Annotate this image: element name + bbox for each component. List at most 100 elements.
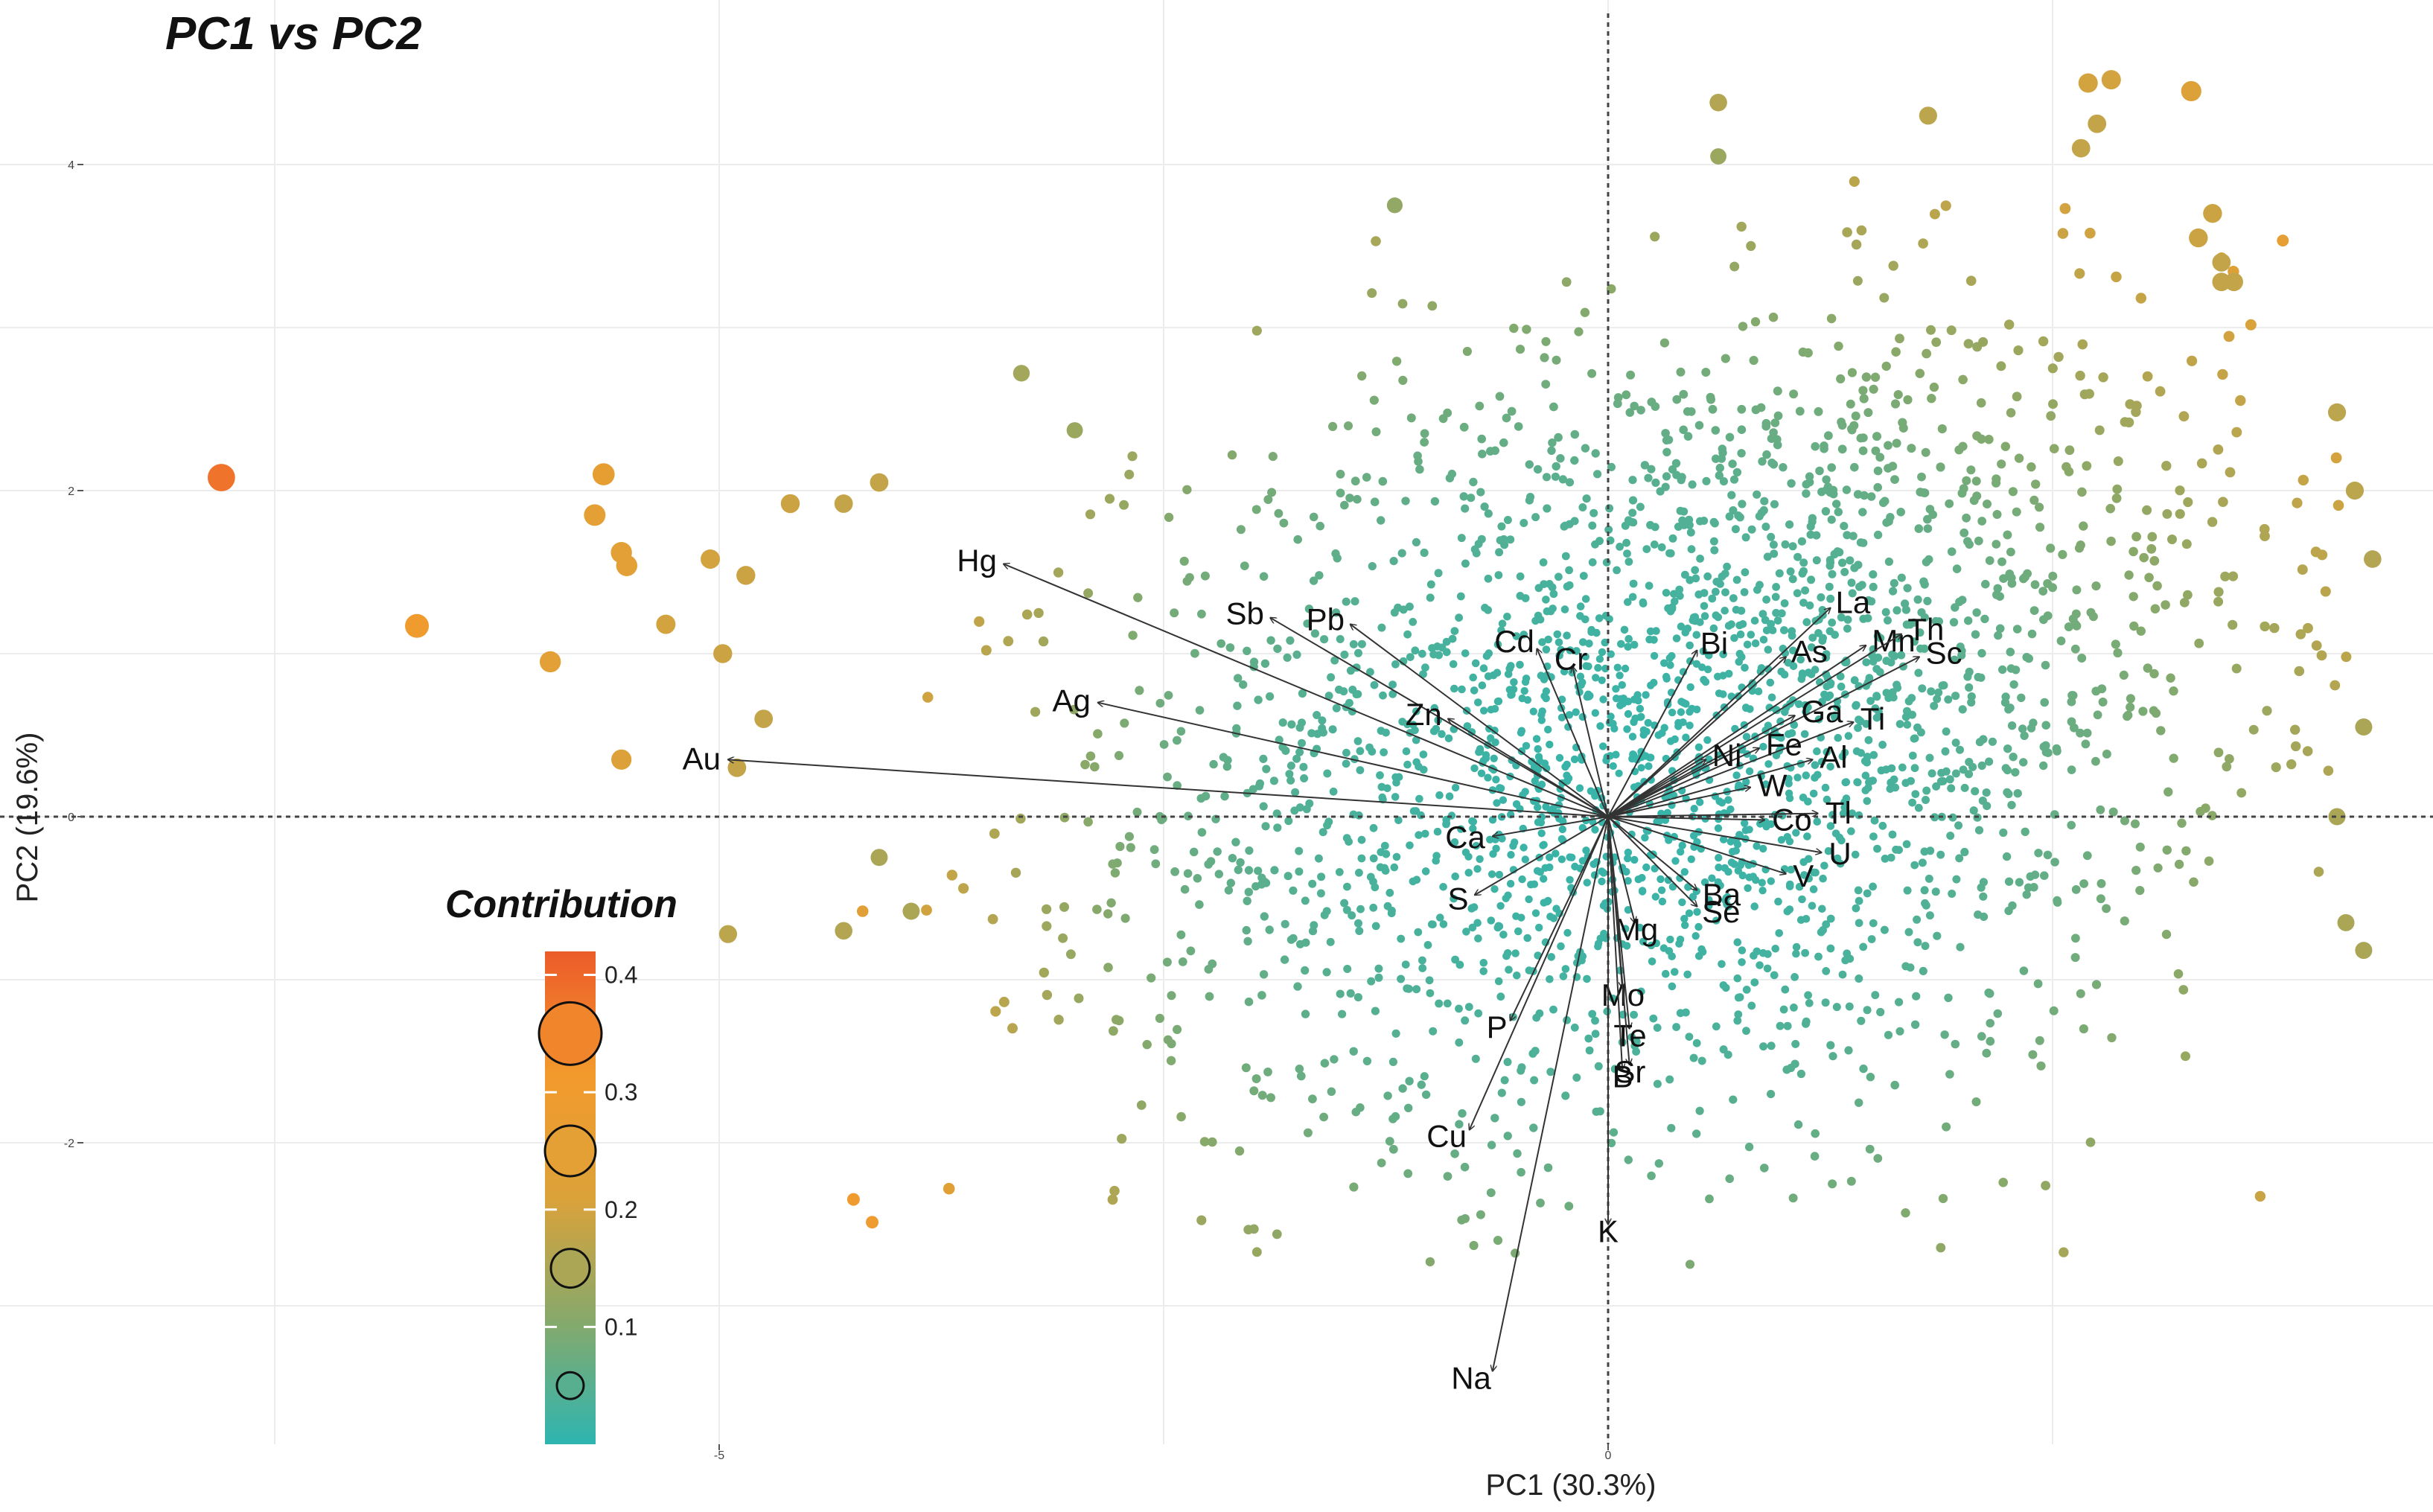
sample-point	[1457, 825, 1465, 833]
sample-point	[1691, 566, 1700, 575]
sample-point	[1199, 1137, 1210, 1146]
sample-point	[1802, 915, 1811, 923]
sample-point	[1985, 757, 1994, 766]
sample-point	[1353, 993, 1362, 1002]
sample-point	[1657, 543, 1666, 552]
sample-point	[1482, 754, 1490, 762]
sample-point	[1863, 797, 1872, 806]
sample-point	[1965, 275, 1977, 287]
sample-point	[1796, 655, 1805, 664]
sample-point	[1552, 849, 1560, 858]
sample-point	[1682, 733, 1690, 741]
sample-point	[1507, 691, 1515, 699]
sample-point	[1243, 1225, 1254, 1235]
sample-point	[1388, 680, 1397, 689]
sample-point	[1576, 612, 1584, 620]
sample-point	[2248, 724, 2259, 735]
sample-point	[1903, 395, 1913, 405]
sample-point	[1484, 509, 1493, 518]
sample-point	[1797, 674, 1806, 683]
sample-point	[2013, 345, 2024, 356]
sample-point	[1438, 730, 1446, 739]
sample-point	[2179, 598, 2190, 607]
sample-point	[1624, 709, 1633, 718]
sample-point	[1179, 556, 1189, 566]
sample-point	[1672, 395, 1682, 404]
sample-point	[1494, 571, 1503, 579]
sample-point	[1806, 522, 1815, 531]
sample-point	[1236, 858, 1245, 867]
sample-point	[1273, 644, 1282, 654]
sample-point	[1933, 931, 1942, 940]
sample-point	[1811, 1129, 1820, 1138]
sample-point	[1796, 1069, 1805, 1079]
sample-point	[2098, 372, 2108, 383]
sample-point	[2126, 694, 2135, 704]
sample-point	[1531, 1047, 1540, 1056]
sample-point	[1196, 1215, 1207, 1225]
sample-point	[1461, 649, 1470, 657]
sample-point	[1630, 718, 1638, 727]
sample-point	[1927, 394, 1936, 403]
sample-point	[1791, 1039, 1800, 1048]
sample-point	[1563, 928, 1572, 937]
sample-point	[1647, 1171, 1656, 1181]
sample-point	[1768, 626, 1777, 634]
sample-point	[1557, 713, 1566, 721]
sample-point	[1642, 691, 1650, 699]
sample-point	[1737, 607, 1746, 615]
sample-point	[1719, 835, 1728, 843]
sample-point	[1379, 691, 1387, 700]
sample-point	[1506, 535, 1515, 544]
sample-point	[1992, 474, 2001, 484]
sample-point	[1662, 969, 1670, 978]
sample-point	[1676, 592, 1684, 600]
sample-point	[1694, 922, 1703, 931]
sample-point-high	[718, 925, 738, 943]
sample-point	[1435, 999, 1444, 1008]
sample-point	[1962, 513, 1971, 523]
sample-point	[1758, 610, 1767, 619]
sample-point	[1638, 887, 1647, 895]
sample-point	[2005, 570, 2015, 578]
sample-point	[2213, 444, 2224, 455]
sample-point	[2175, 508, 2185, 519]
sample-point	[1951, 769, 1960, 778]
sample-point	[1596, 934, 1604, 942]
sample-point	[1332, 608, 1341, 617]
sample-point	[1394, 816, 1403, 825]
sample-point	[1849, 532, 1858, 540]
sample-point	[1430, 704, 1439, 712]
sample-point	[2031, 479, 2041, 489]
sample-point	[1979, 892, 1988, 901]
sample-point	[1570, 456, 1579, 465]
sample-point	[2107, 1033, 2117, 1043]
sample-point	[1854, 778, 1862, 787]
loading-vector-tl	[1607, 814, 1818, 817]
loading-label-la: La	[1836, 585, 1871, 620]
sample-point	[1840, 522, 1849, 531]
sample-point	[1712, 916, 1721, 925]
sample-point	[1345, 698, 1353, 707]
sample-point	[1166, 1056, 1176, 1065]
sample-point	[1487, 916, 1496, 925]
sample-point	[1798, 895, 1806, 904]
sample-point	[1759, 636, 1768, 644]
sample-point	[1376, 771, 1384, 779]
sample-point	[2009, 753, 2018, 762]
sample-point	[1159, 740, 1169, 749]
sample-point	[1640, 461, 1650, 470]
sample-point	[1736, 630, 1745, 639]
sample-point	[1680, 914, 1689, 923]
loading-vector-ag	[1098, 703, 1609, 817]
sample-point	[1591, 826, 1599, 834]
loading-label-ga: Ga	[1801, 694, 1843, 729]
sample-point	[1495, 548, 1504, 557]
sample-point	[1721, 570, 1729, 578]
sample-point-high	[2189, 228, 2208, 248]
sample-point	[1517, 913, 1525, 922]
sample-point	[1266, 1093, 1275, 1103]
sample-point	[1654, 731, 1662, 739]
sample-point	[1293, 535, 1302, 544]
sample-point	[2035, 1036, 2044, 1045]
